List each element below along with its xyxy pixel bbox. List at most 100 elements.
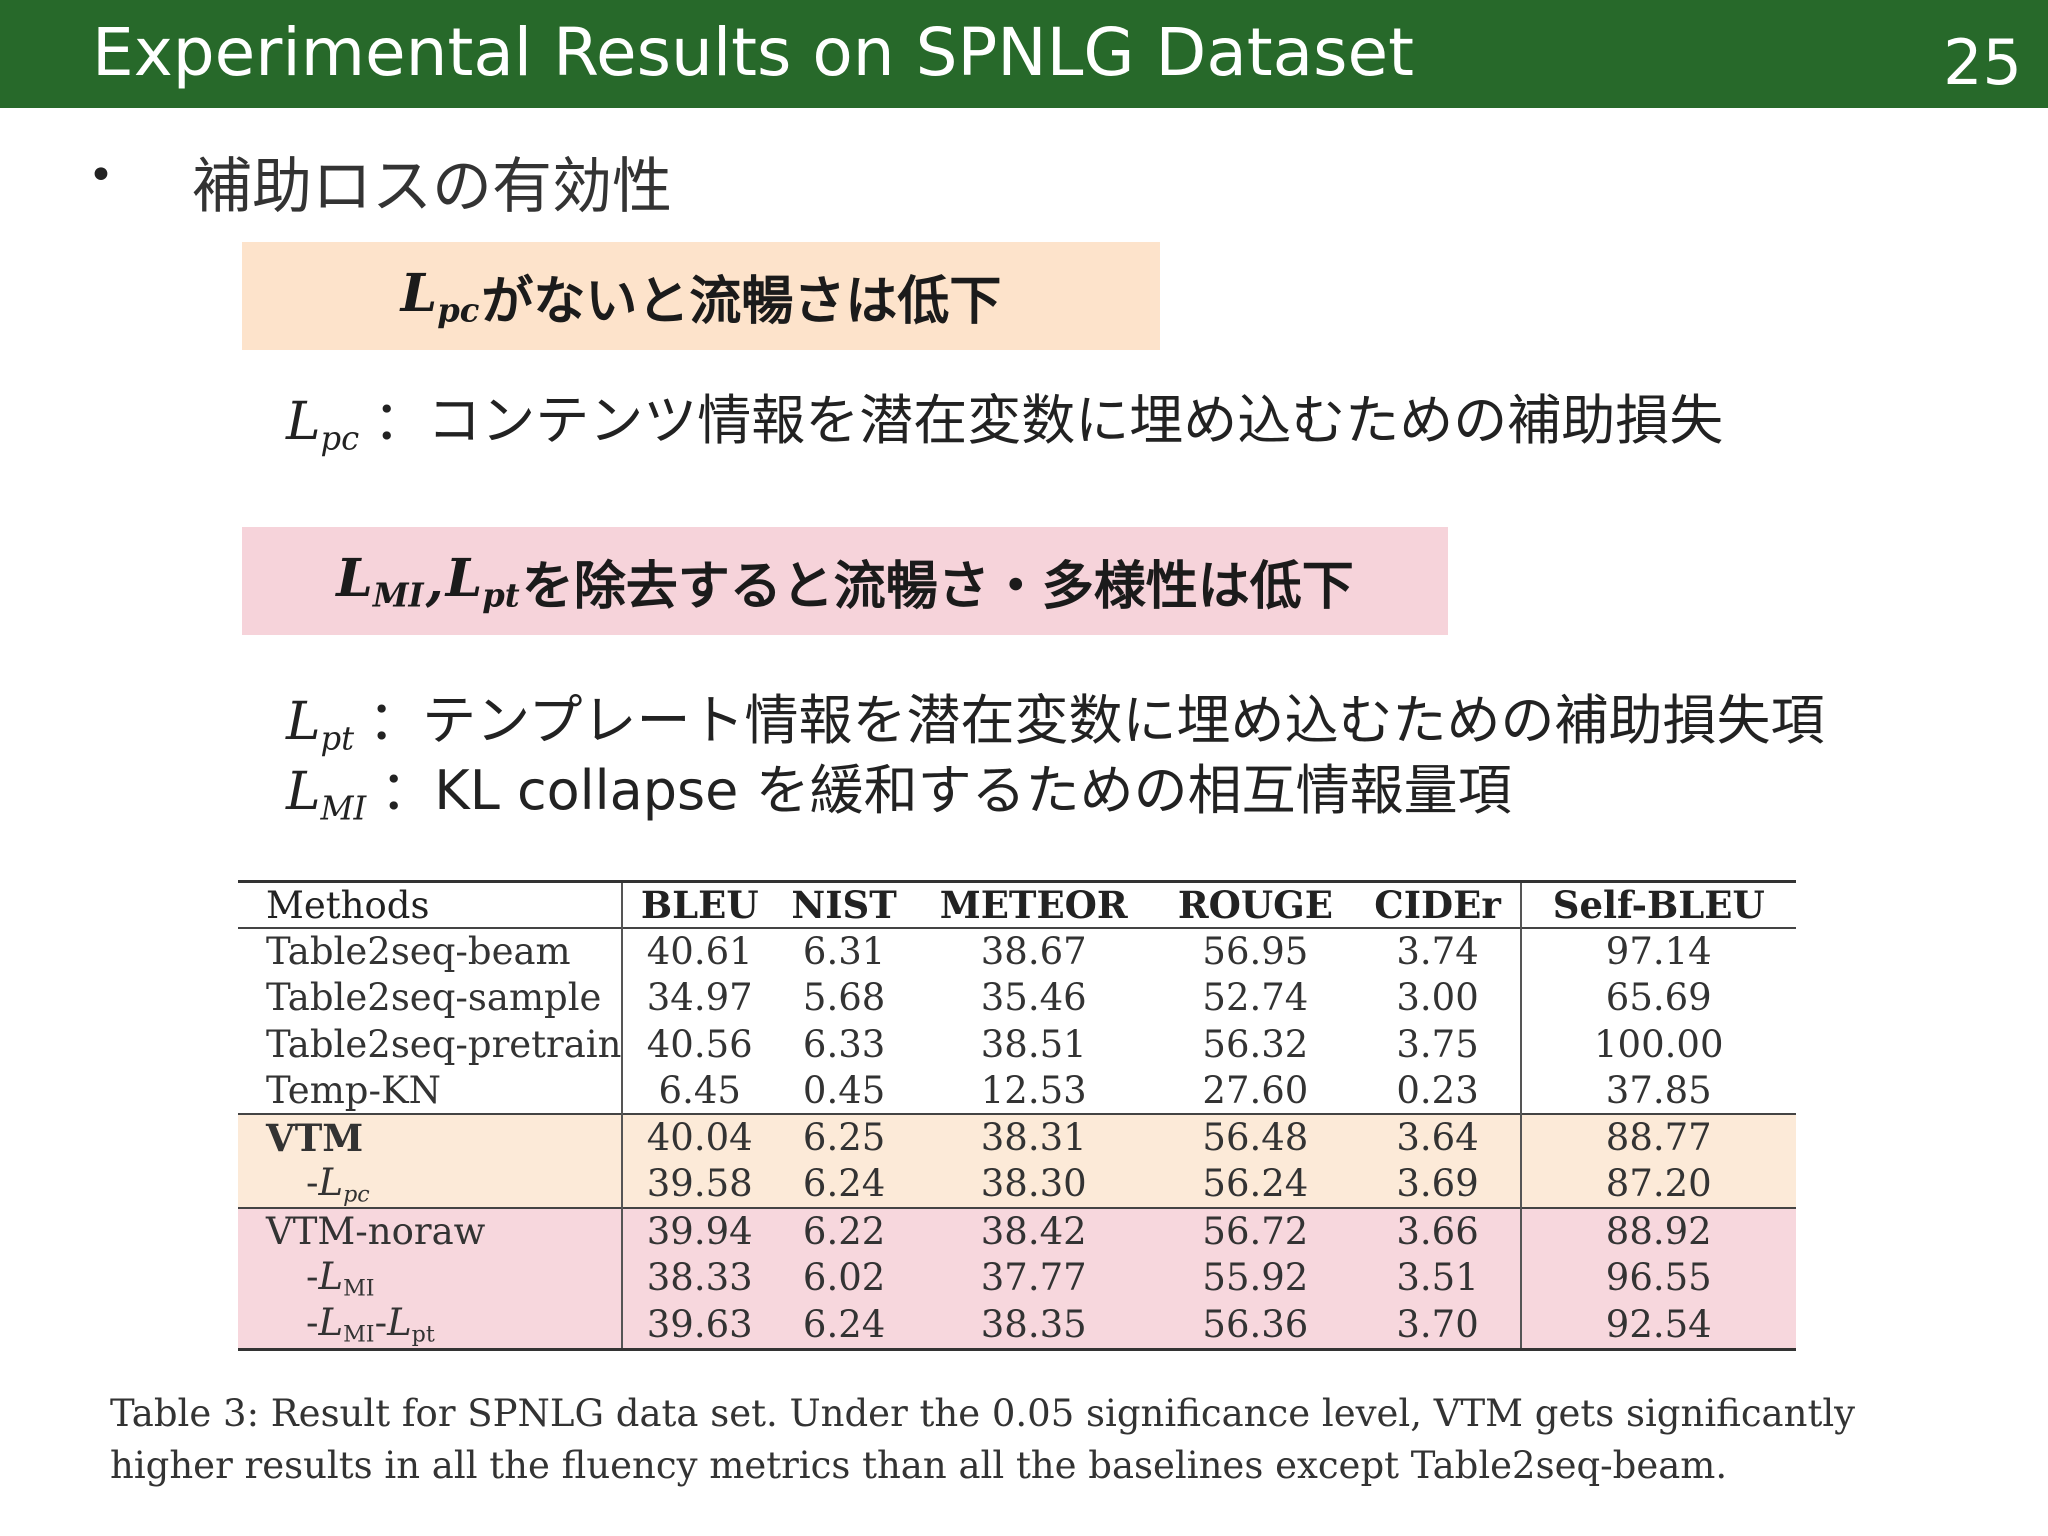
cell-meteor: 38.31 <box>912 1114 1156 1161</box>
cell-bleu: 38.33 <box>622 1254 776 1302</box>
math-l-pt: Lpt <box>445 547 520 615</box>
math-l-pc: Lpc <box>400 262 480 330</box>
cell-meteor: 35.46 <box>980 976 1087 1020</box>
cell-rouge: 56.36 <box>1155 1301 1356 1350</box>
cell-cider: 3.00 <box>1396 976 1479 1020</box>
table-row: -LMI 38.33 6.02 37.77 55.92 3.51 96.55 <box>238 1254 1796 1302</box>
cell-bleu: 39.63 <box>622 1301 776 1350</box>
definition-pt: Lpt ：テンプレート情報を潜在変数に埋め込むための補助損失項 <box>286 676 1825 757</box>
cell-cider: 3.66 <box>1355 1208 1521 1255</box>
row-method: -Lpc <box>238 1160 624 1209</box>
row-method: VTM-noraw <box>238 1208 624 1255</box>
bullet-text: 補助ロスの有効性 <box>192 152 672 222</box>
highlight-box-mi-pt: LMI, Lpt を除去すると流暢さ・多様性は低下 <box>242 527 1448 635</box>
slide-title: Experimental Results on SPNLG Dataset <box>92 14 1414 91</box>
row-method: -LMI <box>238 1254 624 1302</box>
page-number: 25 <box>1943 26 2022 99</box>
highlight-box-pc: Lpc がないと流暢さは低下 <box>242 242 1160 350</box>
row-method: Table2seq-pretrain <box>238 1021 624 1068</box>
cell-cider: 3.70 <box>1355 1301 1521 1350</box>
math-l-mi-def: LMI <box>286 762 367 828</box>
cell-self-bleu: 87.20 <box>1519 1160 1796 1209</box>
cell-self-bleu: 97.14 <box>1519 928 1796 975</box>
cell-nist: 6.31 <box>802 930 886 974</box>
cell-cider: 0.23 <box>1396 1068 1479 1112</box>
cell-cider: 3.64 <box>1355 1114 1521 1161</box>
row-method: Table2seq-beam <box>238 928 624 975</box>
cell-self-bleu: 96.55 <box>1519 1254 1796 1302</box>
cell-nist: 6.33 <box>802 1022 886 1066</box>
header-cider: CIDEr <box>1374 883 1501 927</box>
cell-bleu: 39.58 <box>622 1160 776 1209</box>
row-method: -LMI-Lpt <box>238 1301 624 1350</box>
definition-pc-text: ：コンテンツ情報を潜在変数に埋め込むための補助損失 <box>373 389 1724 452</box>
cell-nist: 6.25 <box>776 1114 913 1161</box>
cell-cider: 3.75 <box>1396 1022 1479 1066</box>
slide-header: Experimental Results on SPNLG Dataset 25 <box>0 0 2048 108</box>
cell-rouge: 56.48 <box>1155 1114 1356 1161</box>
cell-self-bleu: 65.69 <box>1519 974 1796 1021</box>
cell-nist: 6.24 <box>776 1160 913 1209</box>
header-meteor: METEOR <box>939 883 1128 927</box>
cell-meteor: 38.42 <box>912 1208 1156 1255</box>
header-bleu: BLEU <box>640 883 759 927</box>
results-table: Methods BLEU NIST METEOR ROUGE CIDEr Sel… <box>238 880 1796 1351</box>
cell-cider: 3.51 <box>1355 1254 1521 1302</box>
table-header-row: Methods BLEU NIST METEOR ROUGE CIDEr Sel… <box>238 881 1796 928</box>
box2-text: を除去すると流暢さ・多様性は低下 <box>521 556 1354 617</box>
cell-nist: 6.22 <box>776 1208 913 1255</box>
definition-pt-text: ：テンプレート情報を潜在変数に埋め込むための補助損失項 <box>368 689 1825 752</box>
cell-nist: 6.02 <box>776 1254 913 1302</box>
cell-rouge: 56.24 <box>1155 1160 1356 1209</box>
cell-self-bleu: 100.00 <box>1519 1021 1796 1068</box>
math-comma: , <box>425 550 444 612</box>
cell-self-bleu: 88.92 <box>1519 1208 1796 1255</box>
table-row: VTM-noraw 39.94 6.22 38.42 56.72 3.66 88… <box>238 1208 1796 1255</box>
cell-rouge: 56.72 <box>1155 1208 1356 1255</box>
table-row: Table2seq-sample 34.97 5.68 35.46 52.74 … <box>238 974 1796 1021</box>
cell-self-bleu: 37.85 <box>1519 1067 1796 1114</box>
table-row: Table2seq-beam 40.61 6.31 38.67 56.95 3.… <box>238 928 1796 975</box>
definition-pc: Lpc ：コンテンツ情報を潜在変数に埋め込むための補助損失 <box>286 376 1723 457</box>
definition-mi-text: ：KL collapse を緩和するための相互情報量項 <box>380 759 1512 822</box>
cell-bleu: 34.97 <box>646 976 753 1020</box>
cell-nist: 0.45 <box>802 1068 886 1112</box>
math-l-mi: LMI <box>336 547 424 615</box>
cell-nist: 5.68 <box>802 976 886 1020</box>
cell-rouge: 56.95 <box>1202 930 1309 974</box>
cell-cider: 3.69 <box>1355 1160 1521 1209</box>
table-row: Temp-KN 6.45 0.45 12.53 27.60 0.23 37.85 <box>238 1067 1796 1114</box>
cell-bleu: 6.45 <box>658 1068 741 1112</box>
table-row: -LMI-Lpt 39.63 6.24 38.35 56.36 3.70 92.… <box>238 1301 1796 1350</box>
cell-meteor: 37.77 <box>912 1254 1156 1302</box>
cell-meteor: 38.67 <box>980 930 1087 974</box>
cell-meteor: 38.51 <box>980 1022 1087 1066</box>
cell-meteor: 12.53 <box>980 1068 1087 1112</box>
cell-rouge: 56.32 <box>1202 1022 1309 1066</box>
header-rouge: ROUGE <box>1177 883 1333 927</box>
cell-bleu: 40.61 <box>646 930 753 974</box>
cell-self-bleu: 92.54 <box>1519 1301 1796 1350</box>
table-row: Table2seq-pretrain 40.56 6.33 38.51 56.3… <box>238 1021 1796 1068</box>
cell-rouge: 55.92 <box>1155 1254 1356 1302</box>
math-l-pt-def: Lpt <box>286 692 355 758</box>
cell-bleu: 40.56 <box>646 1022 753 1066</box>
header-methods: Methods <box>238 881 624 928</box>
bullet-marker: • <box>88 150 114 201</box>
cell-bleu: 39.94 <box>622 1208 776 1255</box>
math-l-pc-def: Lpc <box>286 392 360 458</box>
cell-rouge: 52.74 <box>1202 976 1309 1020</box>
cell-meteor: 38.30 <box>912 1160 1156 1209</box>
cell-bleu: 40.04 <box>622 1114 776 1161</box>
box1-text: がないと流暢さは低下 <box>481 271 1002 332</box>
table-caption: Table 3: Result for SPNLG data set. Unde… <box>110 1392 1856 1487</box>
cell-meteor: 38.35 <box>912 1301 1156 1350</box>
cell-cider: 3.74 <box>1396 930 1479 974</box>
header-self-bleu: Self-BLEU <box>1519 881 1796 928</box>
cell-nist: 6.24 <box>776 1301 913 1350</box>
header-nist: NIST <box>791 883 897 927</box>
row-method: Temp-KN <box>238 1067 624 1114</box>
table-row: VTM 40.04 6.25 38.31 56.48 3.64 88.77 <box>238 1114 1796 1161</box>
cell-rouge: 27.60 <box>1202 1068 1309 1112</box>
cell-self-bleu: 88.77 <box>1519 1114 1796 1161</box>
